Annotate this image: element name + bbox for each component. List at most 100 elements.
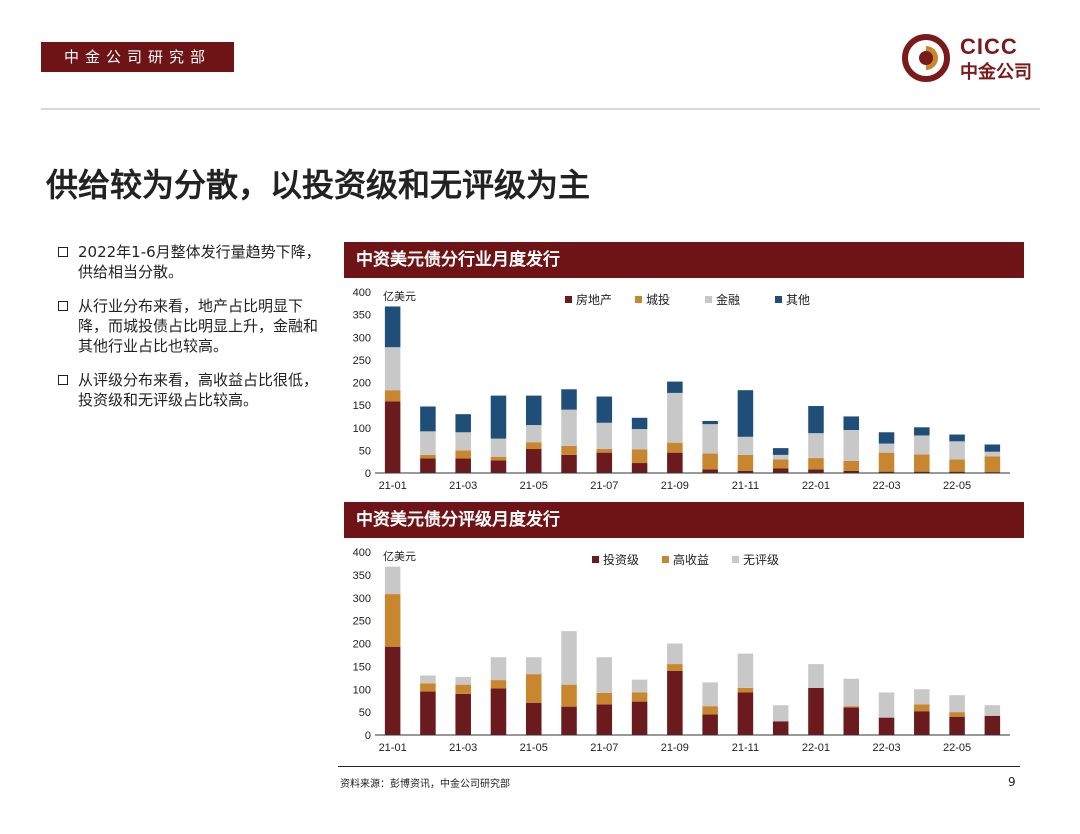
legend-label: 金融: [716, 292, 740, 307]
bar-segment: [596, 422, 613, 450]
x-tick-label: 21-11: [732, 742, 759, 754]
bar-segment: [949, 459, 965, 472]
legend-swatch: [565, 296, 572, 303]
bar-segment: [843, 706, 860, 708]
bar-segment: [808, 664, 824, 688]
footer-divider: [338, 766, 1020, 767]
bar-segment: [420, 691, 436, 735]
bar-segment: [420, 431, 436, 455]
source-note: 资料来源：彭博资讯，中金公司研究部: [340, 779, 510, 790]
legend-swatch: [635, 296, 642, 303]
x-tick-label: 21-03: [449, 480, 477, 492]
y-tick-label: 300: [353, 593, 371, 605]
bar-segment: [631, 449, 648, 464]
bar-segment: [596, 449, 613, 453]
bullet-item: 2022年1-6月整体发行量趋势下降，供给相当分散。: [58, 242, 328, 282]
legend-swatch: [705, 296, 712, 303]
chart-title-rating: 中资美元债分评级月度发行: [344, 502, 1024, 538]
bar-segment: [420, 406, 436, 432]
bar-segment: [843, 470, 860, 473]
header-divider: [41, 108, 1040, 110]
bar-segment: [455, 450, 471, 459]
x-tick-label: 21-09: [661, 742, 689, 754]
industry-issuance-chart: 0 50 100 150 200 250 300 350 400 亿美元 21-01 21-03 21-…: [353, 287, 1010, 492]
department-tag: 中金公司研究部: [41, 42, 234, 72]
bar-segment: [667, 442, 683, 453]
bar-segment: [737, 436, 754, 455]
bar-segment: [878, 452, 895, 472]
bar-segment: [702, 453, 718, 470]
bar-segment: [914, 454, 930, 472]
bar-segment: [631, 417, 648, 430]
x-tick-label: 22-03: [872, 480, 900, 492]
cicc-logo-icon: [902, 34, 950, 82]
legend-swatch: [662, 556, 669, 563]
bar-segment: [878, 717, 895, 735]
bar-segment: [949, 716, 965, 735]
bar-segment: [737, 687, 754, 693]
bar-segment: [808, 406, 824, 434]
bullet-text: 从行业分布来看，地产占比明显下降，而城投债占比明显上升，金融和其他行业占比也较高…: [78, 297, 319, 355]
bar-segment: [525, 442, 542, 450]
y-tick-label: 200: [353, 378, 371, 390]
bar-segment: [667, 392, 683, 443]
y-tick-label: 100: [353, 684, 371, 696]
x-tick-label: 21-07: [590, 480, 618, 492]
bar-segment: [455, 684, 471, 694]
bar-segment: [878, 432, 895, 444]
bar-segment: [808, 469, 824, 473]
bar-segment: [808, 433, 824, 459]
legend-label: 高收益: [673, 552, 709, 567]
bar-segment: [949, 695, 965, 713]
rating-issuance-chart: 0 50 100 150 200 250 300 350 400 亿美元 21-01 21-03 21-…: [353, 547, 1010, 754]
bar-segment: [384, 646, 401, 735]
x-tick-label: 21-03: [449, 742, 477, 754]
bullet-item: 从行业分布来看，地产占比明显下降，而城投债占比明显上升，金融和其他行业占比也较高…: [58, 296, 328, 356]
bar-segment: [384, 594, 401, 647]
bar-segment: [561, 445, 577, 455]
bar-segment: [561, 409, 577, 446]
bar-segment: [561, 706, 577, 735]
bar-segment: [667, 643, 683, 665]
bar-segment: [914, 427, 930, 436]
bar-segment: [420, 458, 436, 473]
y-tick-label: 150: [353, 400, 371, 412]
x-tick-label: 22-01: [802, 742, 830, 754]
bar-segment: [702, 682, 718, 707]
bullet-square-icon: [58, 301, 68, 311]
chart-title-industry: 中资美元债分行业月度发行: [344, 242, 1024, 278]
bar-segment: [914, 435, 930, 455]
bar-segment: [843, 416, 860, 431]
x-tick-label: 21-01: [379, 742, 407, 754]
bar-segment: [737, 470, 754, 473]
y-tick-label: 0: [365, 730, 371, 742]
bar-segment: [772, 454, 789, 460]
bar-segment: [455, 693, 471, 735]
slide-title: 供给较为分散，以投资级和无评级为主: [46, 166, 591, 204]
bar-segment: [878, 692, 895, 718]
bar-segment: [984, 705, 1001, 716]
bar-segment: [384, 566, 401, 595]
bar-segment: [631, 692, 648, 702]
x-tick-label: 21-01: [379, 480, 407, 492]
bullet-square-icon: [58, 375, 68, 385]
x-tick-label: 21-11: [732, 480, 759, 492]
bar-segment: [949, 712, 965, 717]
bar-segment: [596, 657, 613, 693]
bar-segment: [525, 449, 542, 473]
legend-label: 房地产: [576, 292, 612, 307]
bar-segment: [631, 429, 648, 450]
bar-segment: [949, 434, 965, 442]
bar-segment: [667, 664, 683, 671]
bar-segment: [596, 396, 613, 423]
bar-segment: [384, 390, 401, 402]
bar-segment: [420, 683, 436, 692]
x-tick-label: 22-03: [872, 742, 900, 754]
x-tick-label: 22-05: [943, 742, 971, 754]
bar-segment: [420, 675, 436, 684]
y-tick-label: 50: [359, 445, 371, 457]
bar-segment: [561, 684, 577, 707]
logo-text-cn: 中金公司: [960, 62, 1032, 83]
y-tick-label: 50: [359, 707, 371, 719]
bar-segment: [596, 704, 613, 735]
